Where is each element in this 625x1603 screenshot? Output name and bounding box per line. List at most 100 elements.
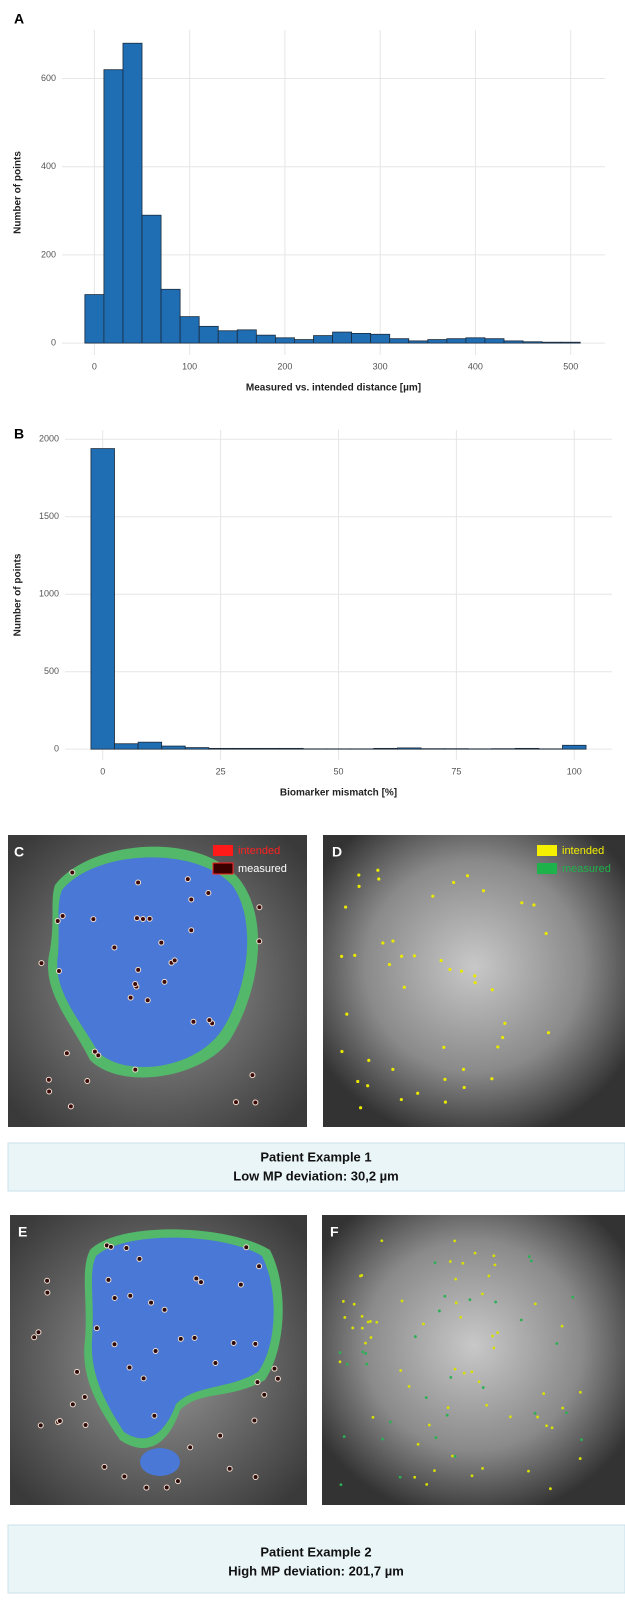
bar [515, 748, 539, 749]
stimulus-point [134, 916, 139, 921]
stimulus-point [496, 1045, 499, 1048]
panel-label: A [14, 11, 24, 27]
stimulus-point [520, 1319, 523, 1322]
stimulus-point [493, 1263, 496, 1266]
legend-swatch [213, 845, 233, 856]
x-tick-label: 200 [277, 361, 292, 371]
stimulus-point [106, 1277, 111, 1282]
stimulus-point [485, 1404, 488, 1407]
stimulus-point [579, 1391, 582, 1394]
stimulus-point [92, 1049, 97, 1054]
stimulus-point [136, 880, 141, 885]
stimulus-point [253, 1341, 258, 1346]
stimulus-point [359, 1106, 362, 1109]
stimulus-point [91, 917, 96, 922]
stimulus-point [353, 1303, 356, 1306]
stimulus-point [343, 1316, 346, 1319]
stimulus-point [45, 1278, 50, 1283]
x-tick-label: 100 [182, 361, 197, 371]
stimulus-point [60, 913, 65, 918]
stimulus-point [70, 1402, 75, 1407]
stimulus-point [361, 1327, 364, 1330]
stimulus-point [401, 1300, 404, 1303]
stimulus-point [257, 939, 262, 944]
stimulus-point [452, 881, 455, 884]
bar [371, 334, 390, 343]
stimulus-point [413, 954, 416, 957]
x-tick-label: 50 [333, 766, 343, 776]
bar [142, 215, 161, 343]
stimulus-point [425, 1396, 428, 1399]
stimulus-point [520, 901, 523, 904]
stimulus-point [152, 1413, 157, 1418]
stimulus-point [496, 1331, 499, 1334]
stimulus-point [433, 1469, 436, 1472]
stimulus-point [425, 1483, 428, 1486]
bar [237, 330, 256, 343]
stimulus-point [434, 1436, 437, 1439]
stimulus-point [218, 1433, 223, 1438]
bar [232, 748, 256, 749]
page: {"chart_data": [ {"type": "histogram", "… [0, 0, 625, 1598]
bar [542, 342, 561, 343]
stimulus-point [380, 1239, 383, 1242]
panel-label: C [14, 844, 24, 860]
stimulus-point [367, 1059, 370, 1062]
panel-label: D [332, 844, 342, 860]
stimulus-point [473, 974, 476, 977]
x-tick-label: 75 [451, 766, 461, 776]
stimulus-point [234, 1100, 239, 1105]
stimulus-point [141, 1376, 146, 1381]
stimulus-point [127, 1365, 132, 1370]
stimulus-point [137, 1256, 142, 1261]
bar [138, 742, 162, 749]
bar [209, 748, 233, 749]
stimulus-point [490, 1077, 493, 1080]
stimulus-point [365, 1363, 368, 1366]
stimulus-point [192, 1335, 197, 1340]
stimulus-point [451, 1455, 454, 1458]
stimulus-point [133, 981, 138, 986]
bar [162, 746, 186, 749]
stimulus-point [57, 1418, 62, 1423]
stimulus-point [257, 905, 262, 910]
stimulus-point [372, 1416, 375, 1419]
bar [115, 744, 139, 749]
stimulus-point [244, 1245, 249, 1250]
stimulus-point [454, 1455, 457, 1458]
stimulus-point [463, 1086, 466, 1089]
panel-label: F [330, 1224, 339, 1240]
stimulus-point [189, 897, 194, 902]
stimulus-point [108, 1244, 113, 1249]
stimulus-point [36, 1330, 41, 1335]
stimulus-point [545, 932, 548, 935]
stimulus-point [133, 1067, 138, 1072]
caption: Low MP deviation: 30,2 µm [233, 1168, 398, 1183]
stimulus-point [207, 1018, 212, 1023]
stimulus-point [351, 1327, 354, 1330]
stimulus-point [153, 1349, 158, 1354]
stimulus-point [346, 1363, 349, 1366]
bar [562, 745, 586, 749]
stimulus-point [439, 959, 442, 962]
stimulus-point [102, 1464, 107, 1469]
x-tick-label: 25 [216, 766, 226, 776]
stimulus-point [376, 869, 379, 872]
x-tick-label: 400 [468, 361, 483, 371]
stimulus-point [75, 1369, 80, 1374]
x-tick-label: 100 [567, 766, 582, 776]
stimulus-point [448, 968, 451, 971]
bar [180, 317, 199, 343]
stimulus-point [162, 1307, 167, 1312]
stimulus-point [532, 903, 535, 906]
bar [409, 341, 428, 343]
bar [504, 341, 523, 343]
stimulus-point [449, 1260, 452, 1263]
stimulus-point [381, 1438, 384, 1441]
stimulus-point [474, 1252, 477, 1255]
y-tick-label: 1500 [39, 511, 59, 521]
stimulus-point [164, 1485, 169, 1490]
stimulus-point [417, 1443, 420, 1446]
y-tick-label: 600 [41, 73, 56, 83]
bar [466, 338, 485, 343]
